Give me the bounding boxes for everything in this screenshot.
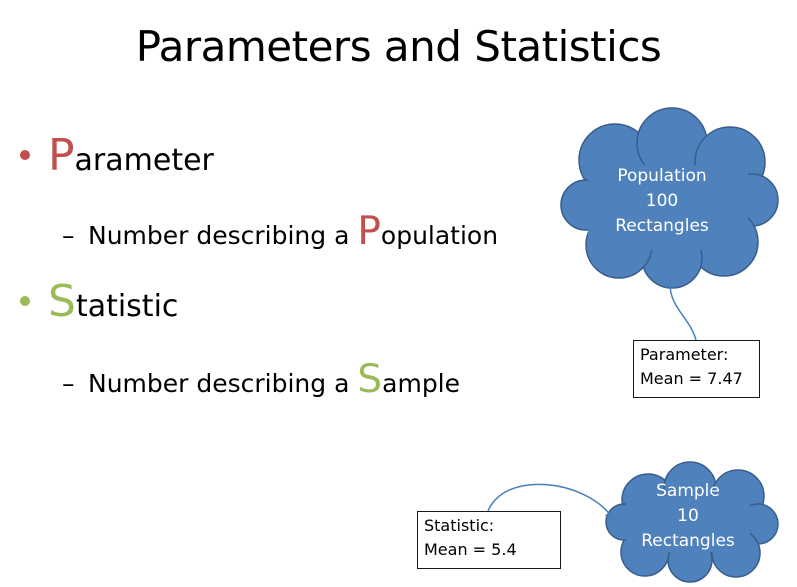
bullet-dot-statistic [20, 296, 30, 306]
sample-label-line2: 10 [677, 506, 699, 526]
sub-bullet-population: – Number describing a Population [62, 210, 498, 258]
parameter-box-line2: Mean = 7.47 [640, 369, 743, 388]
statistic-initial: S [48, 276, 76, 327]
sample-label-line3: Rectangles [641, 531, 735, 551]
population-rest: opulation [380, 221, 499, 250]
parameter-box-line1: Parameter: [640, 345, 729, 364]
sample-label-line1: Sample [656, 481, 720, 501]
sub-bullet-sample: – Number describing a Sample [62, 358, 460, 406]
sub-bullet-dash: – [62, 221, 75, 250]
sample-rest: ample [382, 369, 461, 398]
population-initial: P [357, 209, 381, 254]
statistic-box-line2: Mean = 5.4 [424, 540, 517, 559]
statistic-arrow [487, 483, 611, 516]
population-prefix: Number describing a [88, 221, 358, 250]
population-cloud-shape [560, 107, 779, 289]
parameter-initial: P [48, 130, 75, 181]
sample-prefix: Number describing a [88, 369, 358, 398]
sample-initial: S [357, 357, 383, 402]
parameter-arrow [670, 284, 697, 341]
statistic-box-line1: Statistic: [424, 516, 495, 535]
sub-bullet-dash: – [62, 369, 75, 398]
population-label-line2: 100 [645, 191, 679, 211]
sample-cloud-label: Sample 10 Rectangles [628, 479, 748, 554]
statistic-rest: tatistic [75, 289, 179, 324]
population-cloud-label: Population 100 Rectangles [602, 164, 722, 239]
parameter-box: Parameter: Mean = 7.47 [633, 340, 760, 398]
slide-title: Parameters and Statistics [135, 22, 662, 71]
population-label-line3: Rectangles [615, 216, 709, 236]
bullet-parameter: Parameter [48, 134, 214, 183]
population-label-line1: Population [617, 166, 707, 186]
sample-cloud-shape [605, 461, 779, 583]
bullet-dot-parameter [20, 150, 30, 160]
parameter-rest: arameter [74, 143, 214, 178]
bullet-statistic: Statistic [48, 280, 178, 329]
statistic-box: Statistic: Mean = 5.4 [417, 511, 561, 569]
